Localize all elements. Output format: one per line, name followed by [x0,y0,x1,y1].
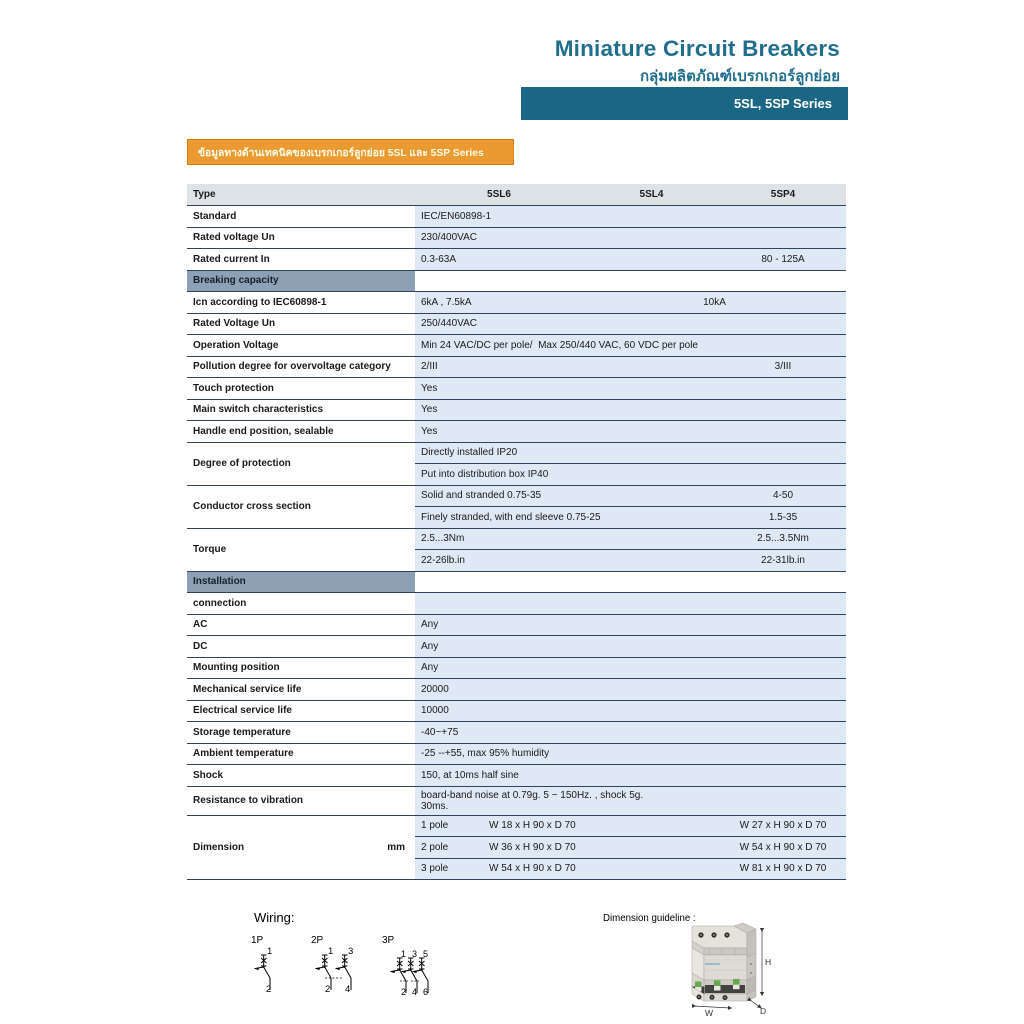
svg-text:3: 3 [348,946,353,957]
svg-text:4: 4 [412,987,417,997]
svg-text:1: 1 [401,949,406,959]
svg-text:1P: 1P [251,935,264,946]
svg-text:D: D [760,1006,766,1016]
svg-text:1: 1 [328,946,333,957]
svg-text:H: H [765,957,771,967]
svg-text:1: 1 [267,946,272,957]
svg-text:5: 5 [423,949,428,959]
svg-text:2: 2 [266,984,271,995]
svg-text:2: 2 [401,987,406,997]
svg-text:6: 6 [423,987,428,997]
svg-text:2P: 2P [311,935,324,946]
svg-text:2: 2 [325,984,330,995]
svg-text:3: 3 [412,949,417,959]
svg-text:4: 4 [345,984,350,995]
svg-text:W: W [705,1008,713,1018]
svg-text:3P: 3P [382,935,395,946]
